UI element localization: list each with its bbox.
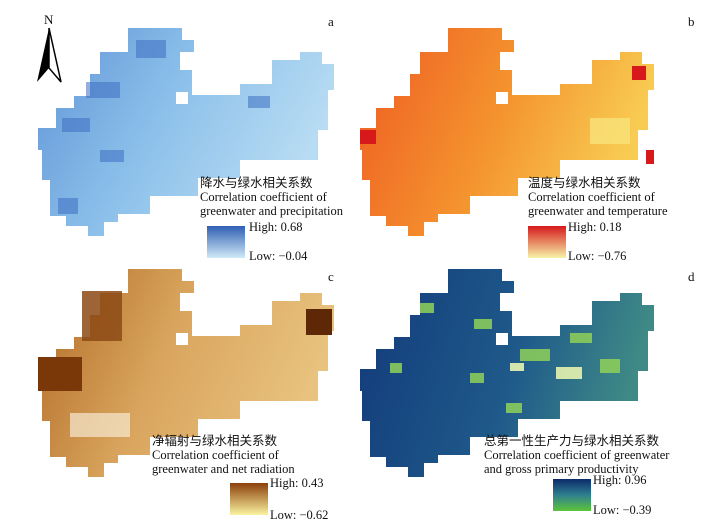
gap-c bbox=[176, 333, 188, 345]
gap-d bbox=[496, 333, 508, 345]
panel-a: N a 降水与绿水相关系数 Correlation coefficient of… bbox=[0, 0, 360, 263]
caption-cn: 温度与绿水相关系数 bbox=[528, 176, 641, 190]
panel-letter: c bbox=[328, 269, 334, 284]
panel-caption: 净辐射与绿水相关系数 Correlation coefficient of gr… bbox=[152, 434, 295, 476]
panel-letter: d bbox=[688, 269, 695, 284]
light-patches-d bbox=[510, 363, 582, 379]
dark-patches-c bbox=[38, 291, 332, 437]
region-shape-b bbox=[360, 28, 654, 236]
caption-cn: 总第一性生产力与绿水相关系数 bbox=[484, 434, 660, 448]
caption-en-2: greenwater and net radiation bbox=[152, 462, 295, 476]
map-b bbox=[360, 28, 654, 236]
green-patches-d bbox=[390, 303, 620, 413]
legend-low: Low: −0.62 bbox=[270, 508, 329, 522]
north-arrow-icon bbox=[37, 27, 62, 83]
caption-en-2: and gross primary productivity bbox=[484, 462, 639, 476]
panel-caption: 总第一性生产力与绿水相关系数 Correlation coefficient o… bbox=[484, 434, 669, 476]
map-c bbox=[38, 269, 334, 477]
map-a bbox=[38, 28, 334, 236]
caption-cn: 降水与绿水相关系数 bbox=[200, 176, 313, 190]
legend-ramp bbox=[230, 483, 268, 515]
caption-en-1: Correlation coefficient of greenwater bbox=[484, 448, 670, 462]
legend-high: High: 0.96 bbox=[593, 473, 647, 487]
panel-d: d 总第一性生产力与绿水相关系数 Correlation coefficient… bbox=[360, 263, 720, 526]
panel-letter: a bbox=[328, 14, 334, 29]
caption-en-2: greenwater and precipitation bbox=[200, 204, 343, 218]
caption-en-2: greenwater and temperature bbox=[528, 204, 668, 218]
gap-b bbox=[496, 92, 508, 104]
legend-high: High: 0.18 bbox=[568, 220, 622, 234]
panel-letter: b bbox=[688, 14, 695, 29]
panel-b: b 温度与绿水相关系数 Correlation coefficient of g… bbox=[360, 0, 720, 263]
legend-low: Low: −0.39 bbox=[593, 503, 652, 517]
legend-ramp bbox=[207, 226, 245, 258]
region-shape-d bbox=[360, 269, 654, 477]
map-d bbox=[360, 269, 654, 477]
legend-high: High: 0.43 bbox=[270, 476, 324, 490]
legend-low: Low: −0.04 bbox=[249, 249, 308, 263]
caption-en-1: Correlation coefficient of bbox=[528, 190, 655, 204]
legend-ramp bbox=[528, 226, 566, 258]
hot-patches-b bbox=[360, 66, 654, 164]
legend-low: Low: −0.76 bbox=[568, 249, 627, 263]
gap-a bbox=[176, 92, 188, 104]
panel-c: c 净辐射与绿水相关系数 Correlation coefficient of … bbox=[0, 263, 360, 526]
legend-high: High: 0.68 bbox=[249, 220, 303, 234]
caption-cn: 净辐射与绿水相关系数 bbox=[152, 434, 278, 448]
panel-caption: 降水与绿水相关系数 Correlation coefficient of gre… bbox=[200, 176, 343, 218]
dense-patches-a bbox=[58, 40, 270, 214]
legend-ramp bbox=[553, 479, 591, 511]
region-shape-a bbox=[38, 28, 334, 236]
caption-en-1: Correlation coefficient of bbox=[152, 448, 279, 462]
panel-caption: 温度与绿水相关系数 Correlation coefficient of gre… bbox=[528, 176, 668, 218]
north-label: N bbox=[44, 12, 54, 27]
caption-en-1: Correlation coefficient of bbox=[200, 190, 327, 204]
